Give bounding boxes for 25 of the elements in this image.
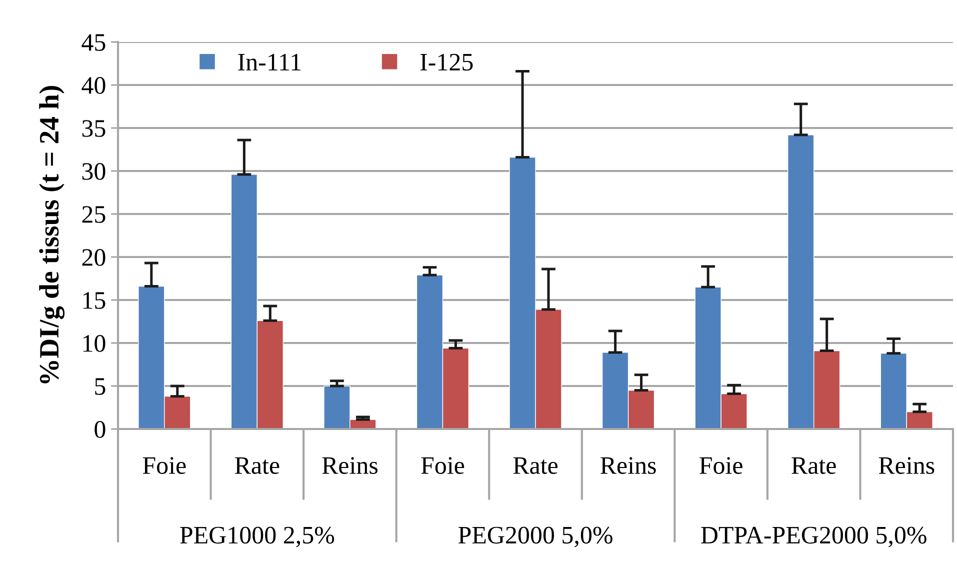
- y-tick-label: 20: [82, 249, 106, 266]
- text: DTPA-PEG2000 5,0%: [701, 526, 926, 548]
- x-tick-label: Rate: [234, 457, 280, 474]
- y-tick-label: 30: [82, 163, 106, 180]
- y-tick-label: 10: [83, 335, 106, 352]
- text: PEG1000 2,5%: [180, 526, 334, 548]
- y-tick-label: 35: [82, 120, 106, 137]
- x-tick-label: Foie: [700, 457, 742, 474]
- x-tick-label: Reins: [322, 457, 378, 474]
- y-tick-label: 15: [83, 292, 106, 309]
- x-tick-label: Rate: [792, 457, 836, 474]
- y-tick-label: 0: [94, 421, 106, 438]
- y-tick-label: 45: [82, 34, 106, 51]
- x-tick-label: Reins: [600, 457, 656, 474]
- x-tick-label: Foie: [421, 457, 464, 474]
- y-tick-label: 40: [82, 77, 106, 94]
- x-tick-label: Foie: [142, 457, 186, 474]
- legend-label: In-111: [238, 54, 301, 70]
- text: PEG2000 5,0%: [458, 526, 612, 548]
- y-tick-label: 25: [82, 206, 106, 223]
- x-tick-label: Reins: [878, 457, 934, 474]
- x-tick-label: Rate: [513, 457, 558, 474]
- legend-label: I-125: [420, 54, 473, 71]
- y-axis-title: %DI/g de tissus (t = 24 h): [39, 86, 65, 384]
- y-tick-label: 5: [95, 378, 106, 395]
